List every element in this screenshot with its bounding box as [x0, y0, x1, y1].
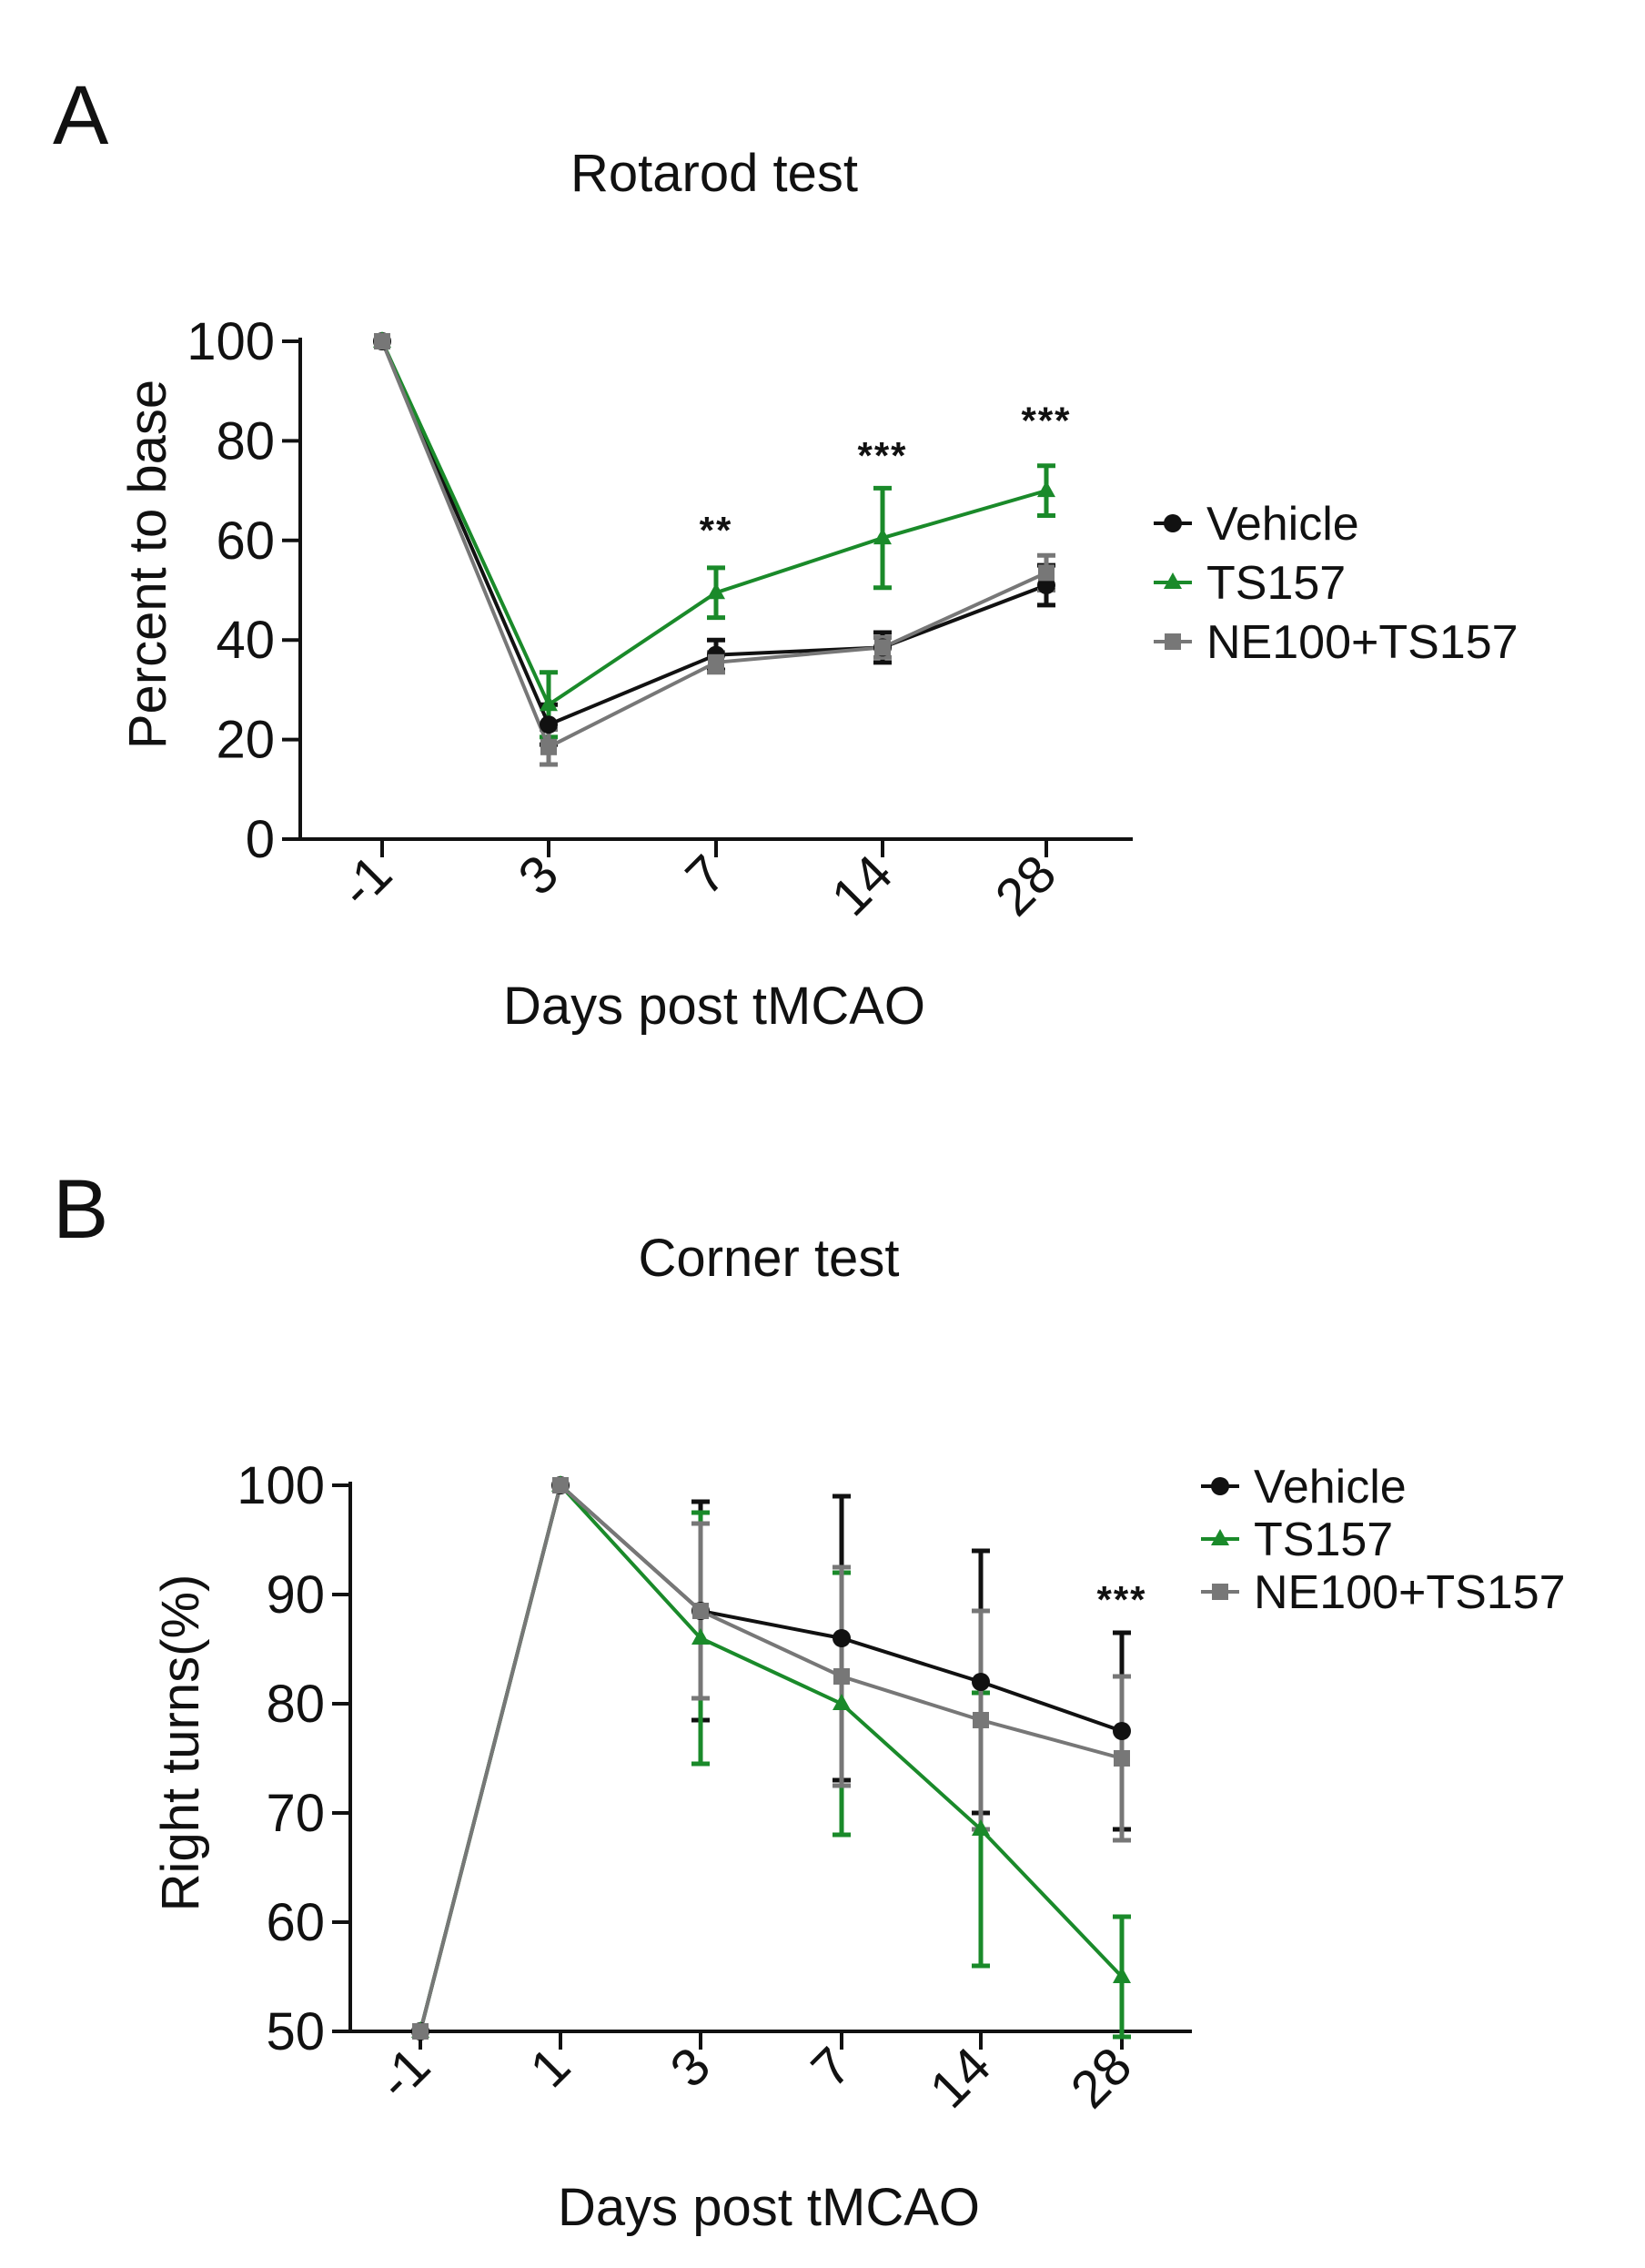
chart-a-x-tick-label: -1 [328, 844, 403, 918]
chart-a-point-1 [707, 582, 725, 600]
chart-a-x-tick-label: 7 [674, 844, 737, 906]
chart-a-point-1 [873, 528, 892, 545]
chart-b-legend-label: TS157 [1254, 1514, 1393, 1566]
chart-b-y-tick-label: 100 [237, 1456, 325, 1515]
chart-b-point-1 [691, 1628, 710, 1645]
chart-a-point-2 [874, 639, 891, 656]
chart-a-point-2 [540, 738, 557, 755]
chart-a-x-tick-label: 28 [984, 844, 1068, 927]
chart-a-title: Rotarod test [570, 144, 858, 203]
chart-b-series-line-0 [419, 1482, 1123, 2032]
chart-b-point-2 [552, 1477, 569, 1493]
chart-a-significance-label: *** [1021, 400, 1071, 442]
chart-a-x-tick-label: 3 [507, 844, 570, 906]
chart-b-point-2 [692, 1603, 709, 1619]
chart-a-y-tick-label: 20 [216, 711, 275, 770]
chart-a-y-tick-label: 80 [216, 411, 275, 471]
chart-a-xlabel: Days post tMCAO [503, 977, 925, 1036]
chart-b-point-1 [833, 1694, 851, 1710]
chart-a-legend-marker [1165, 633, 1181, 650]
chart-b-x-tick-label: -1 [367, 2036, 441, 2111]
chart-a-y-tick-label: 60 [216, 511, 275, 571]
chart-b-point-1 [972, 1819, 990, 1836]
chart-a-legend-label: Vehicle [1206, 498, 1359, 551]
chart-a-significance-label: ** [700, 509, 733, 552]
chart-b-point-2 [973, 1712, 989, 1728]
chart-b-x-tick-label: 3 [659, 2036, 722, 2099]
chart-b-y-tick-label: 80 [266, 1675, 325, 1734]
chart-b-legend-marker [1212, 1584, 1228, 1600]
chart-b-point-2 [833, 1668, 850, 1685]
chart-b-plot: 50 60 70 80 90 100 -1 1 3 7 14 28 *** VehicleTS157NE1… [237, 1456, 1565, 2120]
chart-b-legend-marker [1211, 1529, 1229, 1545]
chart-b-x-tick-label: 28 [1060, 2036, 1144, 2120]
chart-a-y-tick-label: 100 [187, 312, 275, 371]
chart-a-y-tick-label: 40 [216, 611, 275, 670]
chart-a-x-tick-label: 14 [821, 844, 904, 927]
chart-a-significance-label: *** [857, 434, 907, 477]
chart-b-ylabel: Right turns(%) [151, 1574, 210, 1912]
chart-b-point-0 [1113, 1722, 1131, 1740]
chart-a-point-1 [1037, 481, 1055, 498]
chart-b-series-line-1 [419, 1481, 1124, 2032]
chart-b-y-tick-label: 50 [266, 2002, 325, 2061]
chart-b-point-1 [1113, 1967, 1131, 1983]
chart-b-xlabel: Days post tMCAO [558, 2178, 980, 2237]
chart-b-legend-marker [1211, 1477, 1229, 1495]
chart-a-point-2 [1038, 564, 1055, 582]
chart-b-point-0 [972, 1673, 990, 1691]
chart-b-series-line-2 [419, 1482, 1123, 2032]
panel-a-letter: A [53, 69, 109, 162]
chart-b-point-0 [833, 1629, 851, 1647]
chart-a-point-1 [540, 694, 558, 712]
chart-b-y-tick-label: 90 [266, 1565, 325, 1625]
chart-b-point-2 [412, 2023, 429, 2040]
chart-b-x-tick-label: 14 [919, 2036, 1003, 2120]
chart-a-legend-marker [1164, 514, 1182, 532]
panel-b-letter: B [53, 1163, 108, 1256]
chart-b-y-tick-label: 60 [266, 1893, 325, 1952]
chart-a-ylabel: Percent to base [118, 380, 177, 749]
chart-a-legend-label: TS157 [1206, 557, 1346, 610]
chart-b-title: Corner test [639, 1229, 900, 1288]
chart-a-legend-marker [1164, 572, 1182, 589]
chart-b-legend-label: NE100+TS157 [1254, 1566, 1566, 1619]
chart-b-significance-label: *** [1096, 1578, 1146, 1621]
chart-b-x-tick-label: 1 [519, 2036, 581, 2099]
chart-b-point-2 [1114, 1750, 1130, 1767]
chart-a-point-0 [540, 715, 558, 734]
chart-a-point-2 [374, 333, 390, 349]
chart-a-y-tick-label: 0 [246, 810, 275, 869]
chart-b-y-tick-label: 70 [266, 1784, 325, 1843]
chart-b-x-tick-label: 7 [800, 2036, 863, 2099]
chart-a-point-2 [708, 653, 724, 671]
chart-a-legend-label: NE100+TS157 [1206, 616, 1519, 669]
chart-b-legend-label: Vehicle [1254, 1461, 1407, 1514]
